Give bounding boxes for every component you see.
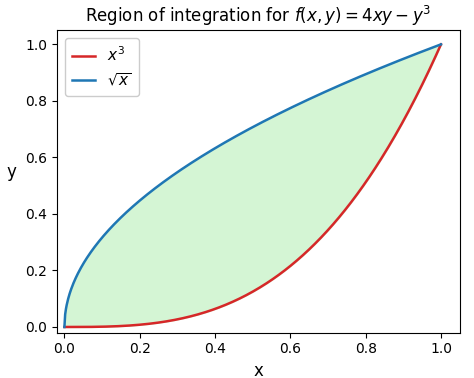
$x^3$	[240, 294, 246, 299]
Title: Region of integration for $f(x, y) = 4xy - y^3$: Region of integration for $f(x, y) = 4xy…	[85, 4, 431, 28]
$\sqrt{x}$	[243, 129, 248, 133]
$\sqrt{x}$	[286, 107, 292, 111]
$x^3$	[429, 62, 435, 67]
$x^3$	[265, 280, 271, 285]
$x^3$	[370, 169, 376, 174]
$\sqrt{x}$	[265, 117, 271, 121]
Line: $\sqrt{x}$: $\sqrt{x}$	[64, 44, 441, 327]
$\sqrt{x}$	[438, 42, 444, 46]
$x^3$	[243, 293, 248, 298]
Legend: $x^3$, $\sqrt{x}$: $x^3$, $\sqrt{x}$	[64, 38, 139, 96]
Line: $x^3$: $x^3$	[64, 44, 441, 327]
$\sqrt{x}$	[370, 69, 376, 73]
$x^3$	[438, 42, 444, 46]
$\sqrt{x}$	[240, 130, 246, 135]
X-axis label: x: x	[254, 362, 263, 378]
$\sqrt{x}$	[429, 45, 435, 50]
Y-axis label: y: y	[6, 163, 16, 181]
$\sqrt{x}$	[62, 325, 67, 329]
$x^3$	[286, 265, 292, 270]
$x^3$	[62, 325, 67, 329]
